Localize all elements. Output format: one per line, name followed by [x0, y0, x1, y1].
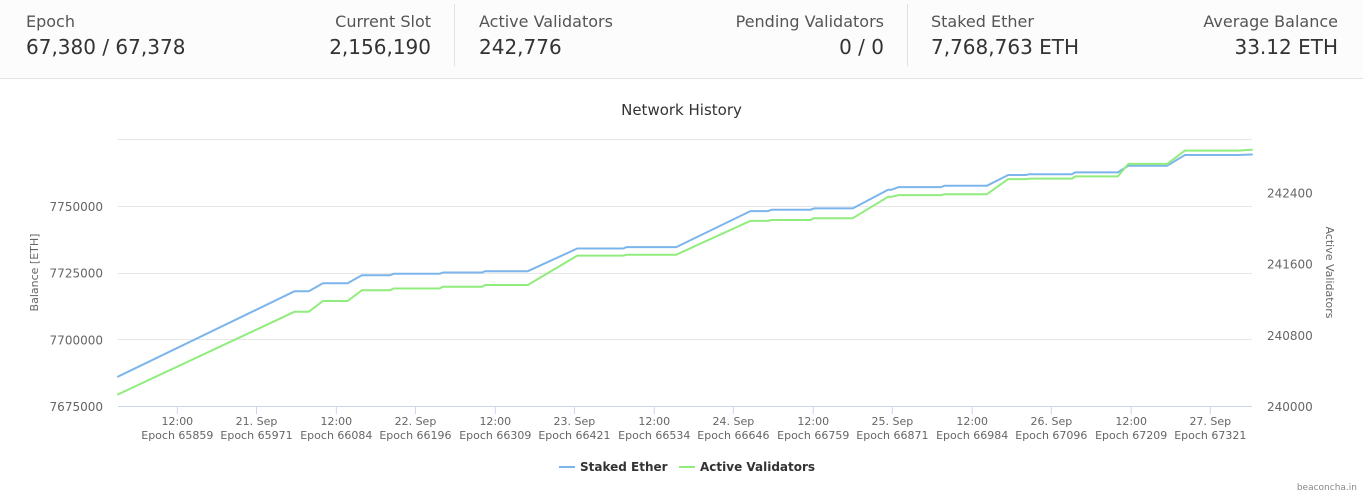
- stat-pending-validators-label: Pending Validators: [735, 12, 884, 31]
- x-tick-label: 23. Sep: [554, 415, 596, 428]
- x-tick-label: 27. Sep: [1189, 415, 1231, 428]
- series-lines: [117, 148, 1253, 396]
- stat-pending-validators: Pending Validators 0 / 0: [736, 12, 884, 60]
- stat-epoch: Epoch 67,380 / 67,378: [26, 12, 185, 60]
- stat-average-balance-value: 33.12 ETH: [1234, 35, 1338, 59]
- stat-pending-validators-value: 0 / 0: [839, 35, 884, 59]
- x-tick-label: Epoch 66534: [618, 429, 690, 442]
- y-tick-left: 7725000: [50, 267, 103, 281]
- x-tick-label: Epoch 66984: [936, 429, 1008, 442]
- x-tick-label: Epoch 65971: [220, 429, 292, 442]
- legend-item[interactable]: Staked Ether: [559, 460, 668, 474]
- legend-label: Staked Ether: [580, 460, 668, 474]
- y-tick-right: 242400: [1267, 186, 1313, 200]
- stat-active-validators-label: Active Validators: [479, 12, 613, 31]
- x-tick-label: Epoch 67321: [1174, 429, 1246, 442]
- stat-staked-ether-label: Staked Ether: [931, 12, 1034, 31]
- x-tick-label: Epoch 66196: [379, 429, 451, 442]
- y-axis-title-right: Active Validators: [1323, 226, 1336, 318]
- y-tick-left: 7750000: [50, 200, 103, 214]
- chart-svg: 7675000 7700000 7725000 7750000 240000 240800…: [28, 139, 1336, 474]
- x-tick-label: 12:00: [320, 415, 352, 428]
- x-tick-label: 24. Sep: [713, 415, 755, 428]
- stat-active-validators: Active Validators 242,776: [479, 12, 613, 60]
- y-tick-right: 240000: [1267, 400, 1313, 414]
- x-tick-label: 12:00: [638, 415, 670, 428]
- chart-credit[interactable]: beaconcha.in: [1296, 483, 1357, 493]
- stat-current-slot: Current Slot 2,156,190: [329, 12, 431, 60]
- x-tick-label: 25. Sep: [872, 415, 914, 428]
- x-tick-label: Epoch 66871: [856, 429, 928, 442]
- network-stats-bar: Epoch 67,380 / 67,378 Current Slot 2,156…: [0, 0, 1363, 79]
- x-tick-label: 12:00: [161, 415, 193, 428]
- y-tick-left: 7675000: [50, 400, 103, 414]
- stat-divider: [907, 4, 908, 66]
- network-history-chart: 7675000 7700000 7725000 7750000 240000 240800…: [0, 80, 1363, 499]
- x-tick-label: Epoch 66084: [300, 429, 372, 442]
- x-tick-label: Epoch 66421: [538, 429, 610, 442]
- x-tick-label: 22. Sep: [395, 415, 437, 428]
- stat-staked-ether-value: 7,768,763 ETH: [931, 35, 1080, 59]
- y-axis-title-left: Balance [ETH]: [28, 234, 41, 312]
- x-tick-label: Epoch 67209: [1095, 429, 1167, 442]
- chart-legend[interactable]: Staked Ether Active Validators: [559, 460, 815, 474]
- x-tick-label: Epoch 66759: [777, 429, 849, 442]
- stat-active-validators-value: 242,776: [479, 35, 562, 59]
- x-tick-label: 12:00: [797, 415, 829, 428]
- axes: 7675000 7700000 7725000 7750000 240000 240800…: [28, 186, 1336, 442]
- stat-epoch-value: 67,380 / 67,378: [26, 35, 186, 59]
- x-tick-label: Epoch 67096: [1015, 429, 1087, 442]
- x-tick-label: Epoch 66646: [697, 429, 769, 442]
- x-tick-label: Epoch 66309: [459, 429, 531, 442]
- x-tick-label: 12:00: [1115, 415, 1147, 428]
- series-line-active-validators: [117, 148, 1253, 396]
- stat-average-balance-label: Average Balance: [1203, 12, 1338, 31]
- y-tick-right: 240800: [1267, 329, 1313, 343]
- x-tick-label: 12:00: [479, 415, 511, 428]
- x-tick-label: Epoch 65859: [141, 429, 213, 442]
- x-tick-label: 12:00: [956, 415, 988, 428]
- stat-divider: [454, 4, 455, 66]
- chart-title: Network History: [621, 101, 742, 119]
- y-tick-right: 241600: [1267, 258, 1313, 272]
- stat-epoch-label: Epoch: [26, 12, 75, 31]
- grid-lines: [118, 139, 1252, 407]
- legend-item[interactable]: Active Validators: [679, 460, 815, 474]
- stat-current-slot-value: 2,156,190: [329, 35, 431, 59]
- series-line-staked-ether: [117, 153, 1253, 378]
- legend-label: Active Validators: [700, 460, 815, 474]
- x-tick-label: 21. Sep: [236, 415, 278, 428]
- stat-average-balance: Average Balance 33.12 ETH: [1203, 12, 1338, 60]
- y-tick-left: 7700000: [50, 333, 103, 347]
- stat-staked-ether: Staked Ether 7,768,763 ETH: [931, 12, 1079, 60]
- stat-current-slot-label: Current Slot: [335, 12, 431, 31]
- x-tick-label: 26. Sep: [1030, 415, 1072, 428]
